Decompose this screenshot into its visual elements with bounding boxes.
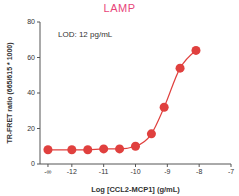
svg-text:80: 80 bbox=[27, 18, 35, 25]
svg-text:-∞: -∞ bbox=[44, 168, 51, 175]
svg-text:TR-FRET ratio (665/615 * 1000): TR-FRET ratio (665/615 * 1000) bbox=[8, 42, 14, 143]
svg-text:20: 20 bbox=[27, 125, 35, 132]
svg-text:-9: -9 bbox=[164, 168, 170, 175]
svg-text:Log [CCL2-MCP1] (g/mL): Log [CCL2-MCP1] (g/mL) bbox=[91, 185, 180, 194]
svg-text:-7: -7 bbox=[228, 168, 231, 175]
html-text:LOD: 12 pg/mL: LOD: 12 pg/mL bbox=[58, 30, 113, 39]
svg-text:0: 0 bbox=[31, 160, 35, 167]
svg-text:-11: -11 bbox=[99, 168, 109, 175]
svg-text:-8: -8 bbox=[196, 168, 202, 175]
svg-text:-10: -10 bbox=[130, 168, 140, 175]
svg-text:40: 40 bbox=[27, 89, 35, 96]
html-text:LAMP: LAMP bbox=[103, 2, 136, 14]
svg-text:-12: -12 bbox=[67, 168, 77, 175]
svg-text:60: 60 bbox=[27, 54, 35, 61]
